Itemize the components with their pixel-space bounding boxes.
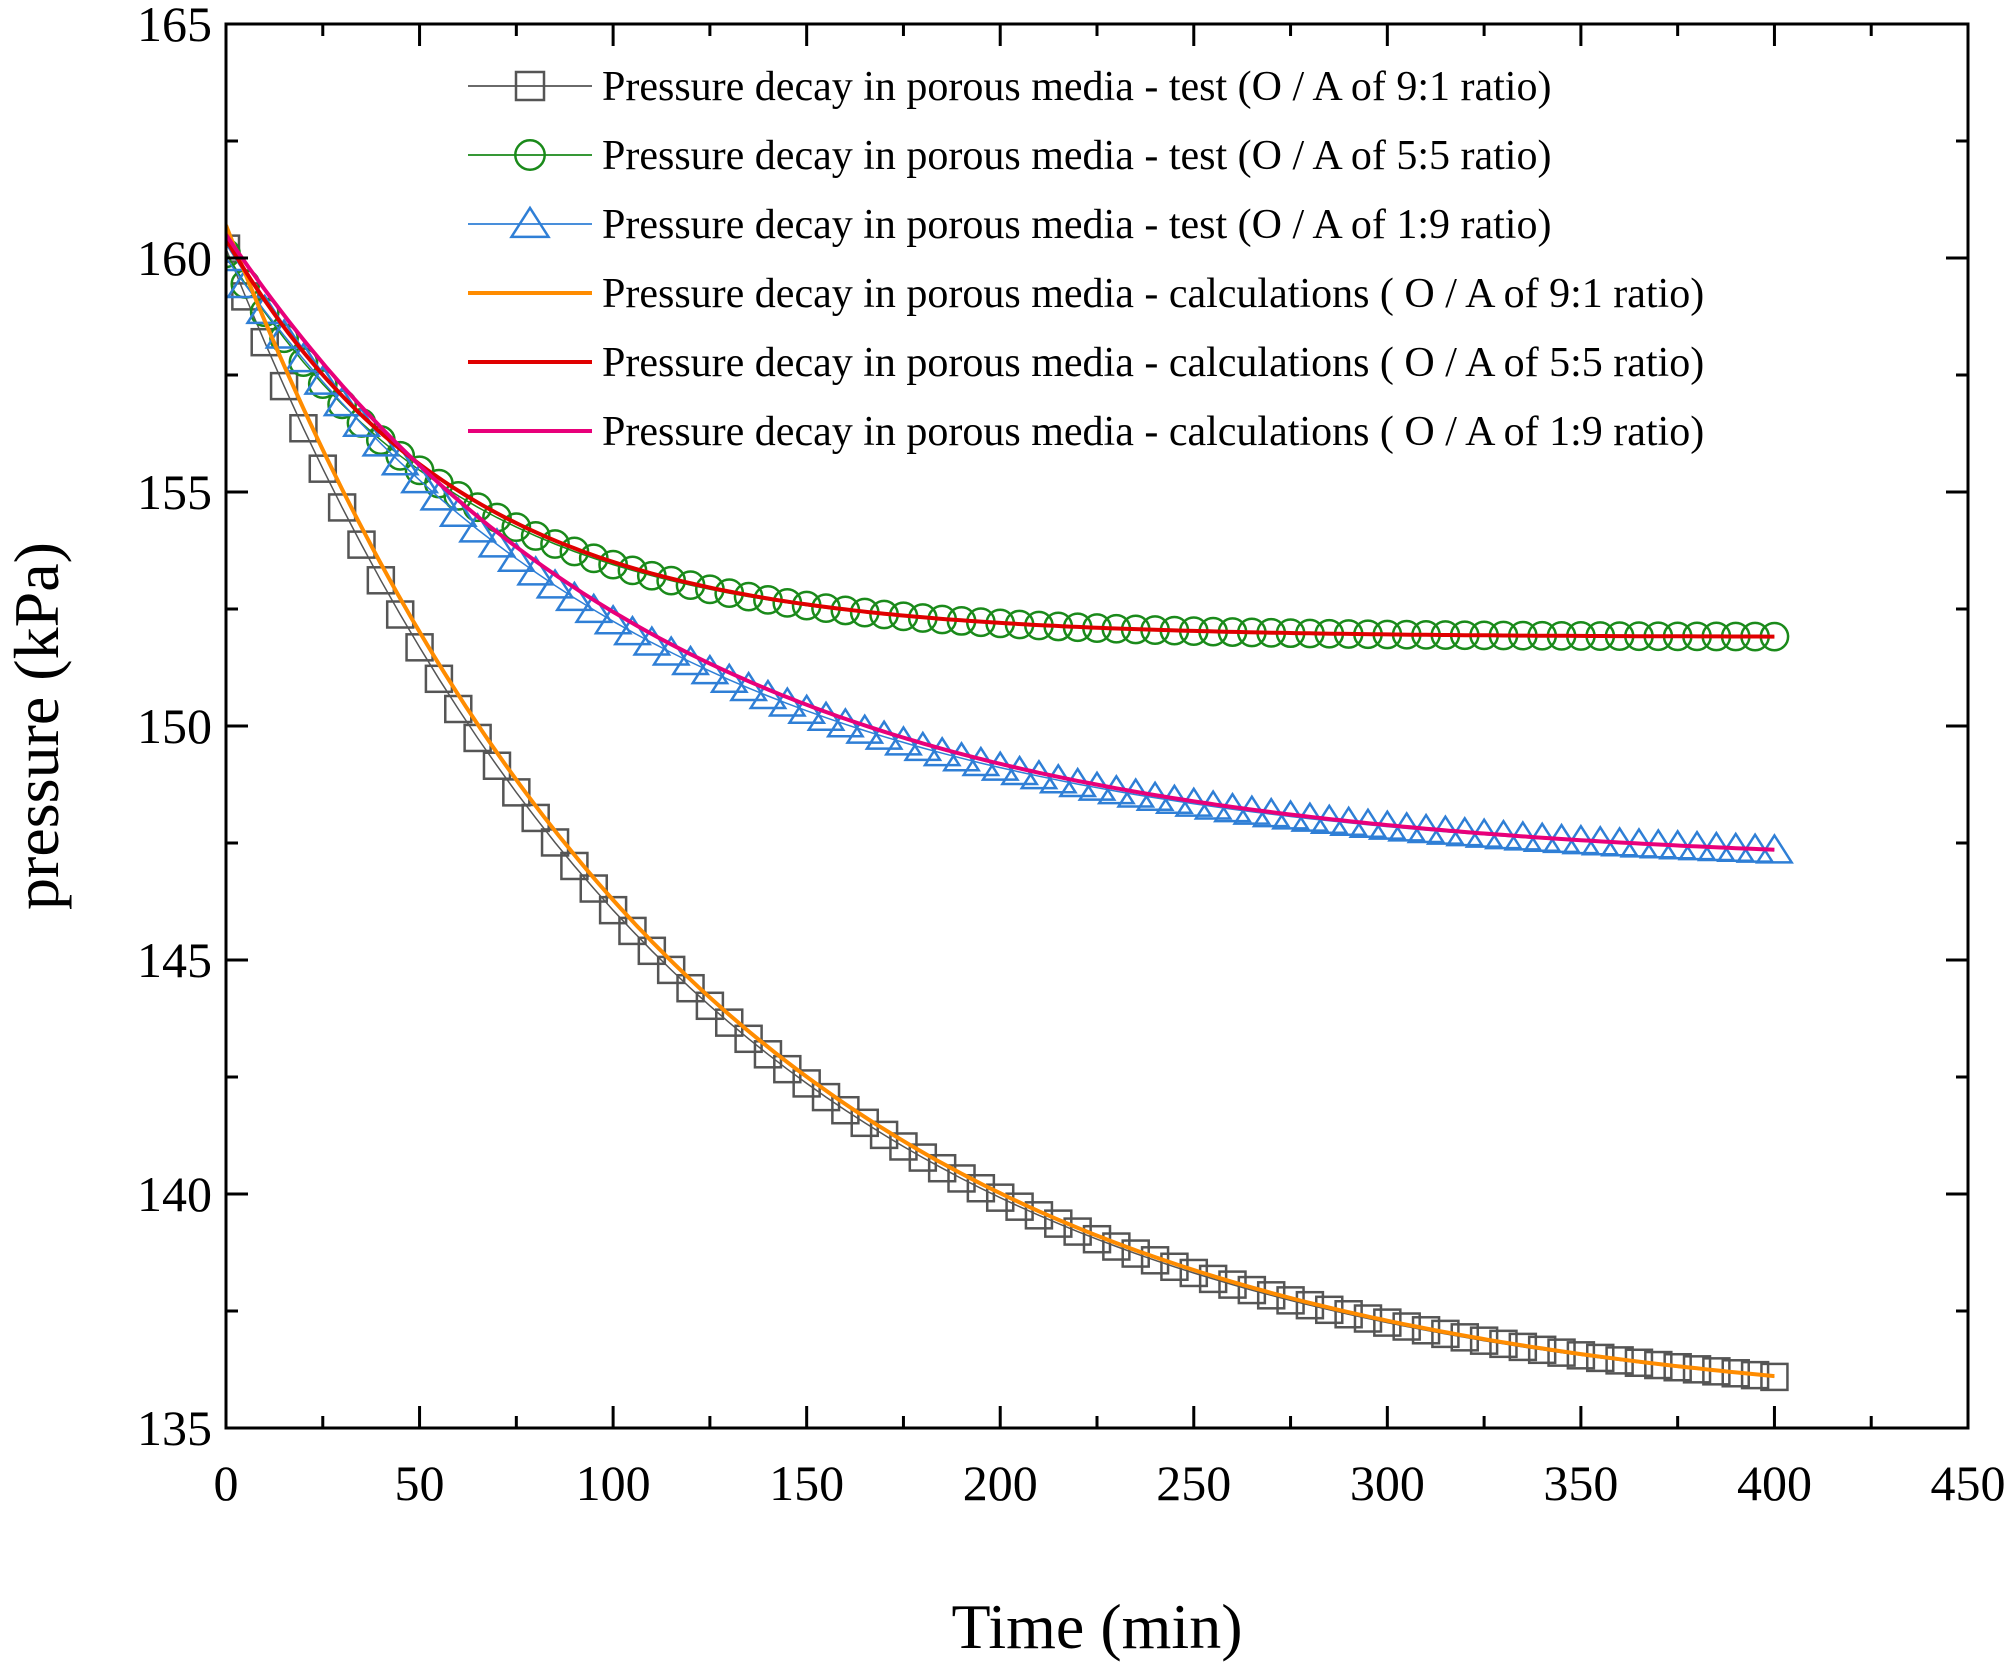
data-point-square bbox=[269, 371, 299, 401]
data-point-square bbox=[347, 530, 376, 559]
data-point-triangle bbox=[438, 496, 478, 527]
y-tick-label: 135 bbox=[137, 1400, 212, 1456]
data-point-triangle bbox=[477, 527, 517, 558]
legend-entry: Pressure decay in porous media - test (O… bbox=[468, 202, 1551, 248]
x-axis: 0 50 100 150 200 250 300 350 400 450 bbox=[214, 24, 2006, 1511]
x-tick-label: 0 bbox=[214, 1455, 239, 1511]
x-tick-label: 50 bbox=[395, 1455, 445, 1511]
legend: Pressure decay in porous media - test (O… bbox=[468, 64, 1704, 455]
y-tick-label: 140 bbox=[137, 1166, 212, 1222]
series-line bbox=[226, 224, 1775, 1379]
data-point-triangle bbox=[554, 580, 594, 612]
y-axis: 135 140 145 150 155 160 165 bbox=[137, 0, 1968, 1456]
data-point-square bbox=[637, 936, 667, 966]
data-point-square bbox=[1760, 1362, 1789, 1392]
y-axis-title: pressure (kPa) bbox=[1, 542, 72, 910]
data-point-square bbox=[695, 991, 725, 1021]
data-point-triangle bbox=[496, 541, 536, 572]
series-line bbox=[226, 238, 1775, 639]
legend-label: Pressure decay in porous media - test (O… bbox=[602, 64, 1551, 110]
data-point-square bbox=[618, 916, 647, 946]
legend-label: Pressure decay in porous media - test (O… bbox=[602, 202, 1551, 248]
x-tick-label: 150 bbox=[769, 1455, 844, 1511]
data-point-square bbox=[327, 493, 357, 522]
x-tick-label: 300 bbox=[1350, 1455, 1425, 1511]
data-point-circle bbox=[307, 369, 338, 399]
data-point-circle bbox=[288, 347, 319, 378]
data-point-triangle bbox=[535, 568, 575, 599]
y-tick-label: 165 bbox=[137, 0, 212, 52]
x-tick-label: 350 bbox=[1543, 1455, 1618, 1511]
data-point-triangle bbox=[516, 555, 556, 586]
data-point-triangle bbox=[400, 462, 440, 494]
data-point-square bbox=[753, 1040, 783, 1069]
series-calc-line bbox=[226, 238, 1775, 639]
data-point-triangle bbox=[632, 625, 672, 656]
data-point-triangle bbox=[612, 614, 652, 646]
data-point-square bbox=[308, 454, 338, 483]
y-tick-label: 160 bbox=[137, 230, 212, 286]
series-calc-line bbox=[226, 233, 1775, 852]
data-point-triangle bbox=[458, 512, 498, 543]
data-point-triangle bbox=[264, 318, 304, 349]
data-point-square bbox=[250, 327, 279, 357]
data-point-square bbox=[289, 414, 318, 443]
data-point-circle bbox=[501, 512, 532, 543]
series-layer bbox=[226, 224, 1794, 1392]
x-tick-label: 200 bbox=[963, 1455, 1038, 1511]
legend-label: Pressure decay in porous media - calcula… bbox=[602, 409, 1704, 455]
y-tick-label: 145 bbox=[137, 932, 212, 988]
y-tick-label: 150 bbox=[137, 698, 212, 754]
data-point-triangle bbox=[593, 604, 633, 635]
data-point-square bbox=[734, 1024, 763, 1054]
data-point-triangle bbox=[419, 480, 459, 511]
x-tick-label: 450 bbox=[1931, 1455, 2006, 1511]
data-point-triangle bbox=[283, 341, 323, 373]
data-point-circle bbox=[514, 139, 546, 171]
legend-label: Pressure decay in porous media - test (O… bbox=[602, 133, 1551, 179]
legend-entry: Pressure decay in porous media - calcula… bbox=[468, 409, 1704, 455]
series-line bbox=[226, 233, 1775, 852]
data-point-square bbox=[676, 973, 705, 1003]
series-calc-line bbox=[226, 224, 1775, 1379]
data-point-triangle bbox=[574, 592, 614, 624]
x-tick-label: 400 bbox=[1737, 1455, 1812, 1511]
legend-entry: Pressure decay in porous media - calcula… bbox=[468, 271, 1704, 317]
legend-entry: Pressure decay in porous media - test (O… bbox=[468, 133, 1551, 179]
legend-entry: Pressure decay in porous media - test (O… bbox=[468, 64, 1551, 110]
data-point-square bbox=[656, 955, 686, 985]
data-point-square bbox=[773, 1054, 802, 1084]
x-axis-title: Time (min) bbox=[952, 1591, 1243, 1662]
data-point-circle bbox=[520, 521, 551, 551]
data-point-square bbox=[514, 70, 546, 102]
data-point-triangle bbox=[651, 635, 691, 666]
data-point-square bbox=[714, 1008, 744, 1037]
x-tick-label: 250 bbox=[1156, 1455, 1231, 1511]
data-point-circle bbox=[327, 389, 358, 420]
x-tick-label: 100 bbox=[576, 1455, 651, 1511]
legend-label: Pressure decay in porous media - calcula… bbox=[602, 271, 1704, 317]
legend-entry: Pressure decay in porous media - calcula… bbox=[468, 340, 1704, 386]
series-test-markers bbox=[226, 240, 1794, 864]
legend-label: Pressure decay in porous media - calcula… bbox=[602, 340, 1704, 386]
data-point-triangle bbox=[509, 205, 551, 239]
y-tick-label: 155 bbox=[137, 464, 212, 520]
data-point-triangle bbox=[380, 444, 420, 476]
data-point-triangle bbox=[303, 364, 343, 395]
